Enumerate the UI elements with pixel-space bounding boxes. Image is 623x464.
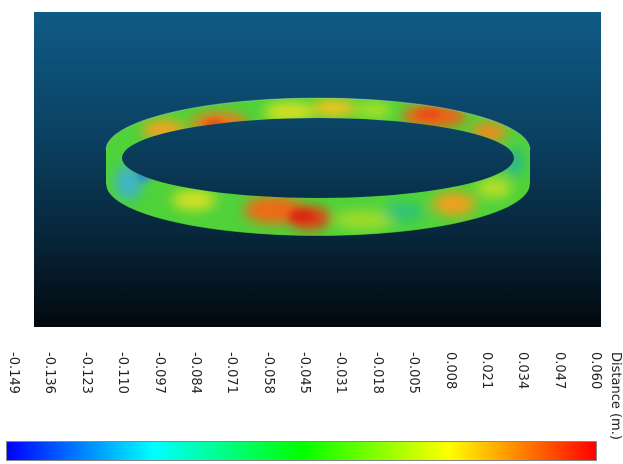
colorbar-tick-label: 0.034	[515, 352, 531, 390]
colorbar-title: Distance (m.)	[608, 352, 623, 440]
ring-render	[105, 97, 531, 237]
colorbar-tick-label: -0.097	[151, 352, 167, 394]
colorbar	[6, 441, 597, 461]
colorbar-tick-label: -0.071	[224, 352, 240, 394]
colorbar-tick-label: -0.005	[406, 352, 422, 394]
colorbar-tick-label: -0.110	[115, 352, 131, 394]
colorbar-tick-label: -0.058	[260, 352, 276, 394]
colorbar-tick-label: -0.084	[187, 352, 203, 394]
colorbar-tick-label: 0.008	[442, 352, 458, 390]
colorbar-tick-label: -0.018	[369, 352, 385, 394]
colorbar-tick-label: -0.149	[6, 352, 21, 394]
colorbar-tick-label: 0.047	[551, 352, 567, 390]
colorbar-tick-label: -0.045	[297, 352, 312, 394]
colorbar-tick-label: 0.021	[478, 352, 494, 390]
colorbar-tick-label: -0.123	[78, 352, 94, 394]
3d-viewport[interactable]	[34, 12, 601, 327]
ring-band	[106, 98, 530, 236]
colorbar-tick-label: 0.060	[588, 352, 603, 390]
colorbar-tick-label: -0.136	[42, 352, 58, 394]
colorbar-tick-label: -0.031	[333, 352, 349, 394]
